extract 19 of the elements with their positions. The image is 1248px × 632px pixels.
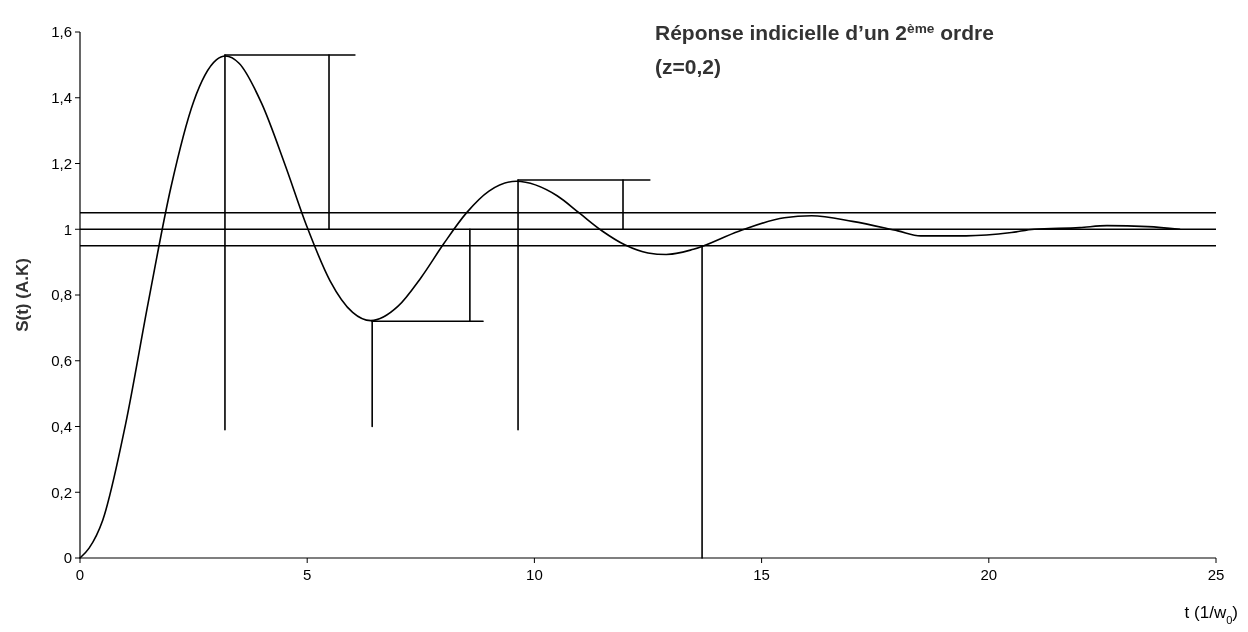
y-axis-title: S(t) (A.K) bbox=[13, 258, 32, 332]
chart-title: Réponse indicielle d’un 2$^{ème}$ ordre bbox=[655, 20, 994, 44]
x-tick-label: 10 bbox=[526, 566, 543, 583]
text: (z=0,2) bbox=[655, 55, 721, 78]
y-tick-label: 1,6 bbox=[51, 23, 72, 41]
y-tick-label: 1 bbox=[63, 220, 72, 238]
y-tick-label: 1,2 bbox=[51, 154, 72, 172]
x-tick-label: 25 bbox=[1207, 566, 1225, 583]
y-tick-label: 1,4 bbox=[51, 89, 72, 106]
y-tick-label: 0,4 bbox=[51, 417, 72, 435]
x-tick-label: 15 bbox=[753, 566, 770, 583]
x-tick-label: 5 bbox=[303, 566, 312, 583]
y-tick-label: 0,6 bbox=[51, 352, 72, 369]
x-tick-label: 0 bbox=[75, 566, 85, 583]
x-tick-label: 20 bbox=[980, 566, 998, 583]
x-axis-title: t (1/w$_{0}$) bbox=[1184, 603, 1238, 626]
y-tick-label: 0 bbox=[63, 549, 72, 567]
y-tick-label: 0,2 bbox=[51, 483, 72, 501]
y-tick-label: 0,8 bbox=[51, 286, 72, 304]
